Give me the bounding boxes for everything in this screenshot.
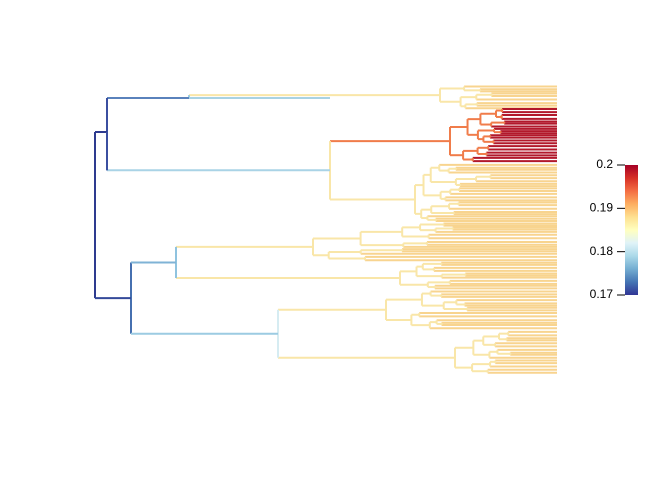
colorbar-gradient — [625, 165, 638, 295]
tree — [94, 85, 557, 374]
colorbar-tick-label: 0.2 — [596, 157, 613, 171]
colorbar-tick-label: 0.17 — [590, 287, 614, 301]
colorbar: 0.17 0.18 0.19 0.2 — [590, 157, 638, 301]
colorbar-tick-label: 0.19 — [590, 201, 614, 215]
colorbar-tick-label: 0.18 — [590, 244, 614, 258]
